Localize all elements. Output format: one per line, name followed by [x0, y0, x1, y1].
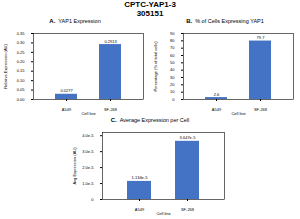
- svg-text:70: 70: [170, 45, 175, 50]
- svg-text:30: 30: [170, 75, 175, 80]
- svg-text:0: 0: [172, 97, 175, 102]
- html-text:B. % of Cells Expressing YAP1: B. % of Cells Expressing YAP1: [186, 18, 264, 24]
- svg-text:Cell line: Cell line: [156, 211, 171, 216]
- svg-text:A549: A549: [135, 207, 145, 212]
- svg-text:0: 0: [91, 197, 94, 202]
- svg-text:4.0e-5: 4.0e-5: [82, 133, 94, 138]
- svg-text:Avg Expression (AU): Avg Expression (AU): [72, 147, 77, 185]
- svg-text:79.7: 79.7: [257, 35, 266, 40]
- svg-text:SF-268: SF-268: [181, 207, 195, 212]
- svg-text:A549: A549: [212, 107, 222, 112]
- svg-text:0.10: 0.10: [17, 78, 26, 83]
- svg-text:2.6: 2.6: [214, 92, 220, 97]
- svg-text:0.30: 0.30: [17, 40, 26, 45]
- svg-text:0.25: 0.25: [17, 50, 26, 55]
- svg-text:20: 20: [170, 82, 175, 87]
- svg-text:SF-268: SF-268: [254, 107, 268, 112]
- svg-text:2.0e-5: 2.0e-5: [82, 165, 94, 170]
- svg-text:50: 50: [170, 60, 175, 65]
- svg-text:1.134e-5: 1.134e-5: [132, 175, 149, 180]
- html-text:A. YAP1 Expression: A. YAP1 Expression: [49, 18, 101, 24]
- svg-text:40: 40: [170, 67, 175, 72]
- svg-text:0.35: 0.35: [17, 31, 26, 36]
- html-text:305151: 305151: [136, 9, 164, 18]
- svg-text:60: 60: [170, 53, 175, 58]
- svg-text:SF-268: SF-268: [104, 107, 118, 112]
- html-text:CPTC-YAP1-3: CPTC-YAP1-3: [124, 0, 176, 9]
- svg-text:Percentage (% of total cells): Percentage (% of total cells): [153, 41, 158, 92]
- svg-text:Relative Expression (AU): Relative Expression (AU): [3, 43, 8, 88]
- svg-text:0.15: 0.15: [17, 68, 26, 73]
- svg-text:0.05: 0.05: [17, 87, 26, 92]
- svg-text:80: 80: [170, 38, 175, 43]
- svg-text:0.00: 0.00: [17, 97, 26, 102]
- svg-text:0.20: 0.20: [17, 59, 26, 64]
- html-text:C. Average Expression per Cell: C. Average Expression per Cell: [110, 117, 190, 123]
- svg-text:3.647e-5: 3.647e-5: [180, 135, 197, 140]
- svg-text:1.0e-5: 1.0e-5: [82, 181, 94, 186]
- svg-text:0.0277: 0.0277: [60, 88, 73, 93]
- svg-text:A549: A549: [62, 107, 72, 112]
- svg-text:10: 10: [170, 89, 175, 94]
- svg-text:Cell line: Cell line: [231, 111, 246, 116]
- svg-text:Cell line: Cell line: [81, 111, 96, 116]
- svg-text:3.0e-5: 3.0e-5: [82, 149, 94, 154]
- svg-text:90: 90: [170, 31, 175, 36]
- svg-text:0.2913: 0.2913: [104, 39, 117, 44]
